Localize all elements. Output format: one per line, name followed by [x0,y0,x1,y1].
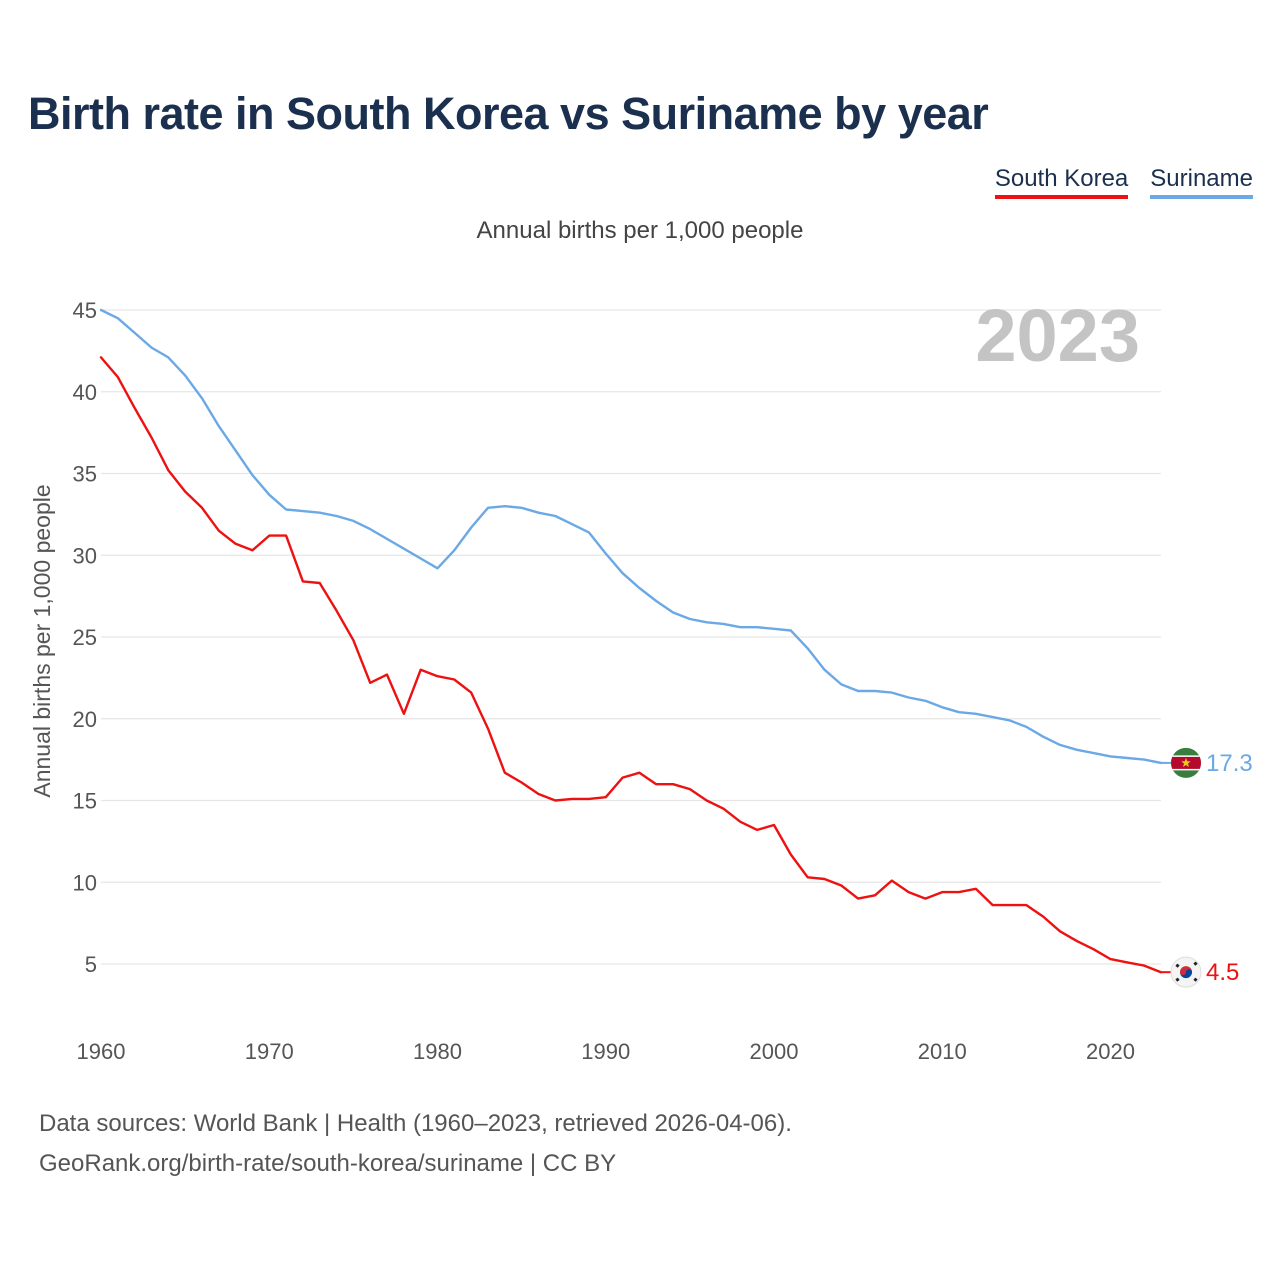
line-chart: 5 10 15 20 25 30 35 40 45 1960 1970 1980 1990 2000 201… [29,294,1253,1064]
legend-item-south-korea[interactable]: South Korea [994,165,1129,199]
suriname-flag-icon [1171,747,1201,778]
south-korea-flag-icon [1170,956,1202,988]
series-line-suriname [99,308,1163,765]
legend: South Korea Suriname [994,165,1253,199]
y-tick-label: 25 [73,625,97,650]
y-tick-label: 5 [85,952,97,977]
chart-title: Birth rate in South Korea vs Suriname by… [28,88,989,139]
chart-subtitle: Annual births per 1,000 people [476,217,804,244]
y-tick-label: 20 [73,707,97,732]
y-tick-label: 45 [73,298,97,323]
x-tick-label: 1990 [581,1039,630,1064]
x-tick-label: 1960 [77,1039,126,1064]
legend-item-suriname[interactable]: Suriname [1150,165,1253,199]
year-label: 2023 [975,294,1140,377]
x-tick-label: 2020 [1086,1039,1135,1064]
x-tick-label: 2000 [750,1039,799,1064]
data-source-text: Data sources: World Bank | Health (1960–… [39,1110,792,1137]
series-line-south-korea [99,356,1163,974]
y-tick-label: 10 [73,870,97,895]
y-tick-label: 40 [73,380,97,405]
end-value-suriname: 17.3 [1206,750,1253,777]
footer: Data sources: World Bank | Health (1960–… [39,1104,792,1184]
x-tick-label: 1980 [413,1039,462,1064]
y-tick-label: 15 [73,789,97,814]
x-tick-label: 2010 [918,1039,967,1064]
end-value-south-korea: 4.5 [1206,959,1239,986]
source-url-text: GeoRank.org/birth-rate/south-korea/surin… [39,1150,617,1177]
x-tick-label: 1970 [245,1039,294,1064]
y-tick-label: 35 [73,462,97,487]
y-axis-label: Annual births per 1,000 people [29,484,55,797]
y-tick-label: 30 [73,543,97,568]
